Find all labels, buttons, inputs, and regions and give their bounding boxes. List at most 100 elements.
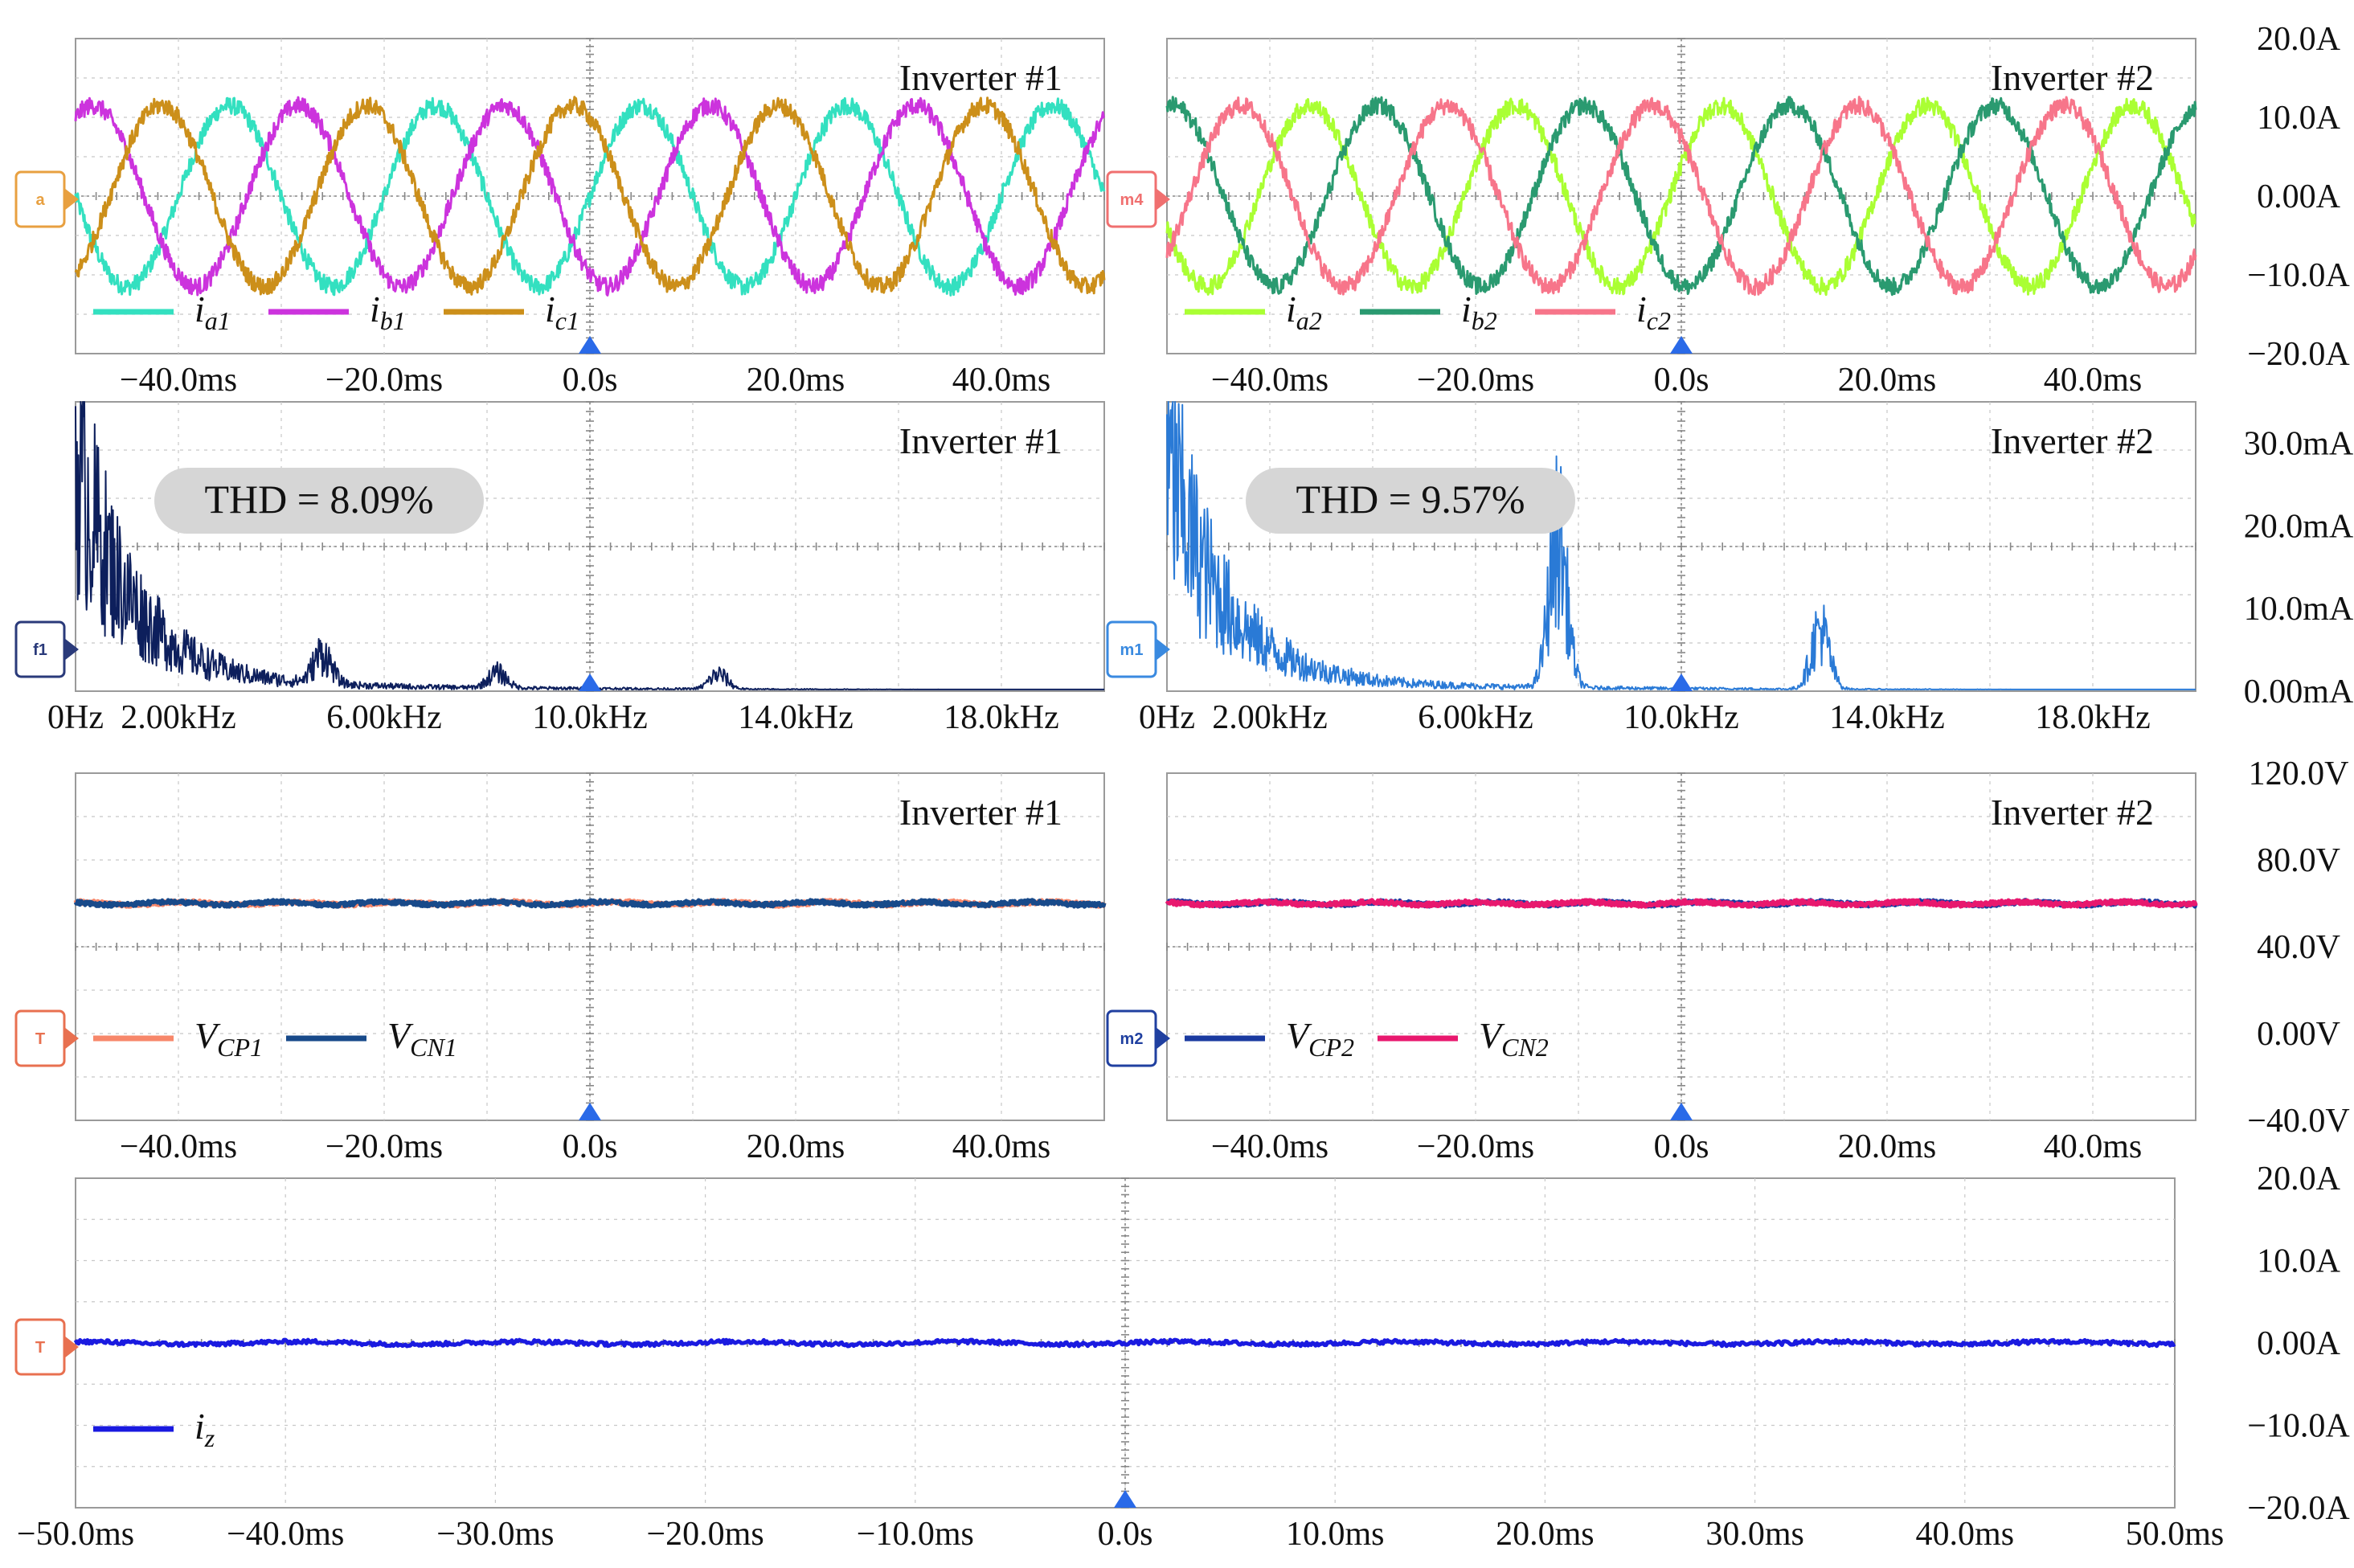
- trigger-marker: [579, 336, 601, 354]
- trace-z: [73, 1337, 2176, 1349]
- trace-CN1: [73, 898, 1107, 909]
- x-tick-label: 20.0ms: [1496, 1516, 1595, 1553]
- x-tick-label: 0.0s: [1654, 1128, 1709, 1165]
- channel-marker-label: T: [35, 1030, 45, 1048]
- x-tick-label: 20.0ms: [1838, 1128, 1937, 1165]
- channel-marker-arrow: [64, 1027, 79, 1050]
- channel-marker-label: m4: [1120, 191, 1144, 209]
- trace-c2: [1165, 96, 2197, 297]
- x-tick-label: −30.0ms: [436, 1516, 554, 1553]
- trace-b2: [1165, 96, 2197, 297]
- x-tick-label: 10.0ms: [1286, 1516, 1385, 1553]
- x-tick-label: 6.00kHz: [326, 699, 441, 736]
- x-tick-label: 40.0ms: [1916, 1516, 2015, 1553]
- x-tick-label: 40.0ms: [952, 362, 1051, 399]
- y-tick-label: −20.0A: [2247, 1490, 2350, 1527]
- x-tick-label: −20.0ms: [1417, 1128, 1534, 1165]
- channel-marker-arrow: [64, 638, 79, 661]
- x-tick-label: 0.0s: [1098, 1516, 1153, 1553]
- y-tick-label: 10.0A: [2257, 100, 2341, 137]
- x-tick-label: −40.0ms: [120, 362, 237, 399]
- thd-label: THD = 9.57%: [1296, 477, 1525, 522]
- grid-lines: [76, 1178, 2175, 1508]
- channel-marker: m2: [1106, 1009, 1170, 1067]
- x-tick-label: −20.0ms: [325, 1128, 443, 1165]
- trigger-marker: [1670, 673, 1693, 691]
- panel-title: Inverter #1: [899, 792, 1062, 833]
- x-tick-label: −10.0ms: [857, 1516, 974, 1553]
- x-tick-label: 0.0s: [563, 362, 618, 399]
- x-tick-label: −20.0ms: [1417, 362, 1534, 399]
- x-tick-label: 6.00kHz: [1418, 699, 1533, 736]
- center-axes: [1166, 772, 2196, 1121]
- trace-c1: [74, 96, 1106, 296]
- x-tick-label: 2.00kHz: [1212, 699, 1327, 736]
- y-tick-label: 0.00A: [2257, 1325, 2341, 1362]
- channel-marker-arrow: [64, 1336, 79, 1358]
- y-tick-label: 20.0mA: [2244, 508, 2354, 545]
- x-tick-label: −40.0ms: [1211, 362, 1328, 399]
- trigger-marker: [579, 673, 601, 691]
- y-tick-label: 10.0mA: [2244, 591, 2354, 628]
- x-tick-label: 20.0ms: [1838, 362, 1937, 399]
- x-tick-label: 40.0ms: [2044, 1128, 2143, 1165]
- channel-marker-label: m1: [1120, 641, 1144, 659]
- trace-a2: [1165, 96, 2196, 297]
- legend-label-a2: ia2: [1286, 289, 1322, 335]
- panel-p4: Inverter #2 THD = 9.57% m1 0Hz 2.00kHz 6.00kH…: [1106, 401, 2354, 736]
- x-tick-label: 30.0ms: [1705, 1516, 1804, 1553]
- trace-a1: [74, 96, 1106, 297]
- y-tick-label: 40.0V: [2257, 929, 2340, 966]
- y-tick-label: 120.0V: [2249, 755, 2349, 792]
- y-tick-label: 20.0A: [2257, 1161, 2341, 1197]
- x-tick-label: −20.0ms: [646, 1516, 764, 1553]
- trigger-marker: [1114, 1490, 1136, 1508]
- x-tick-label: 14.0kHz: [1829, 699, 1944, 736]
- panel-title: Inverter #2: [1991, 420, 2154, 461]
- channel-marker: f1: [14, 620, 79, 678]
- channel-marker-arrow: [1156, 188, 1170, 211]
- channel-marker: T: [14, 1318, 79, 1376]
- panel-p7: izT−50.0ms −40.0ms −30.0ms −20.0ms −10.0ms 0.…: [14, 1161, 2350, 1553]
- trigger-marker: [579, 1103, 601, 1120]
- thd-label: THD = 8.09%: [204, 477, 433, 522]
- y-tick-label: 20.0A: [2257, 21, 2341, 58]
- x-tick-label: 18.0kHz: [2035, 699, 2150, 736]
- x-tick-label: 10.0kHz: [1623, 699, 1738, 736]
- thd-badge: [1246, 468, 1575, 534]
- channel-marker-arrow: [64, 188, 79, 211]
- x-tick-label: −40.0ms: [120, 1128, 237, 1165]
- center-axes: [75, 772, 1105, 1121]
- channel-marker-arrow: [1156, 638, 1170, 661]
- channel-marker-arrow: [1156, 1027, 1170, 1050]
- channel-marker-label: T: [35, 1339, 45, 1357]
- panel-title: Inverter #2: [1991, 792, 2154, 833]
- channel-marker-label: a: [35, 191, 45, 209]
- x-tick-label: 40.0ms: [952, 1128, 1051, 1165]
- channel-marker: m1: [1106, 620, 1170, 678]
- x-tick-label: −40.0ms: [227, 1516, 344, 1553]
- panel-title: Inverter #1: [899, 57, 1062, 98]
- thd-badge: [154, 468, 484, 534]
- panel-title: Inverter #1: [899, 420, 1062, 461]
- center-axes: [1166, 401, 2196, 692]
- x-tick-label: 0Hz: [47, 699, 104, 736]
- panel-title: Inverter #2: [1991, 57, 2154, 98]
- y-tick-label: 0.00V: [2257, 1016, 2340, 1053]
- y-tick-label: 80.0V: [2257, 842, 2340, 879]
- panel-p3: Inverter #1 THD = 8.09% f1 0Hz 2.00kHz 6.00kH…: [14, 401, 1105, 736]
- x-tick-label: −50.0ms: [17, 1516, 134, 1553]
- trace-b1: [74, 96, 1106, 297]
- x-tick-label: 0.0s: [1654, 362, 1709, 399]
- y-tick-label: 30.0mA: [2244, 425, 2354, 462]
- x-tick-label: 50.0ms: [2126, 1516, 2225, 1553]
- y-tick-label: −20.0A: [2247, 336, 2350, 373]
- x-tick-label: 0Hz: [1139, 699, 1195, 736]
- channel-marker: T: [14, 1009, 79, 1067]
- channel-marker-label: m2: [1120, 1030, 1144, 1048]
- x-tick-label: 18.0kHz: [944, 699, 1058, 736]
